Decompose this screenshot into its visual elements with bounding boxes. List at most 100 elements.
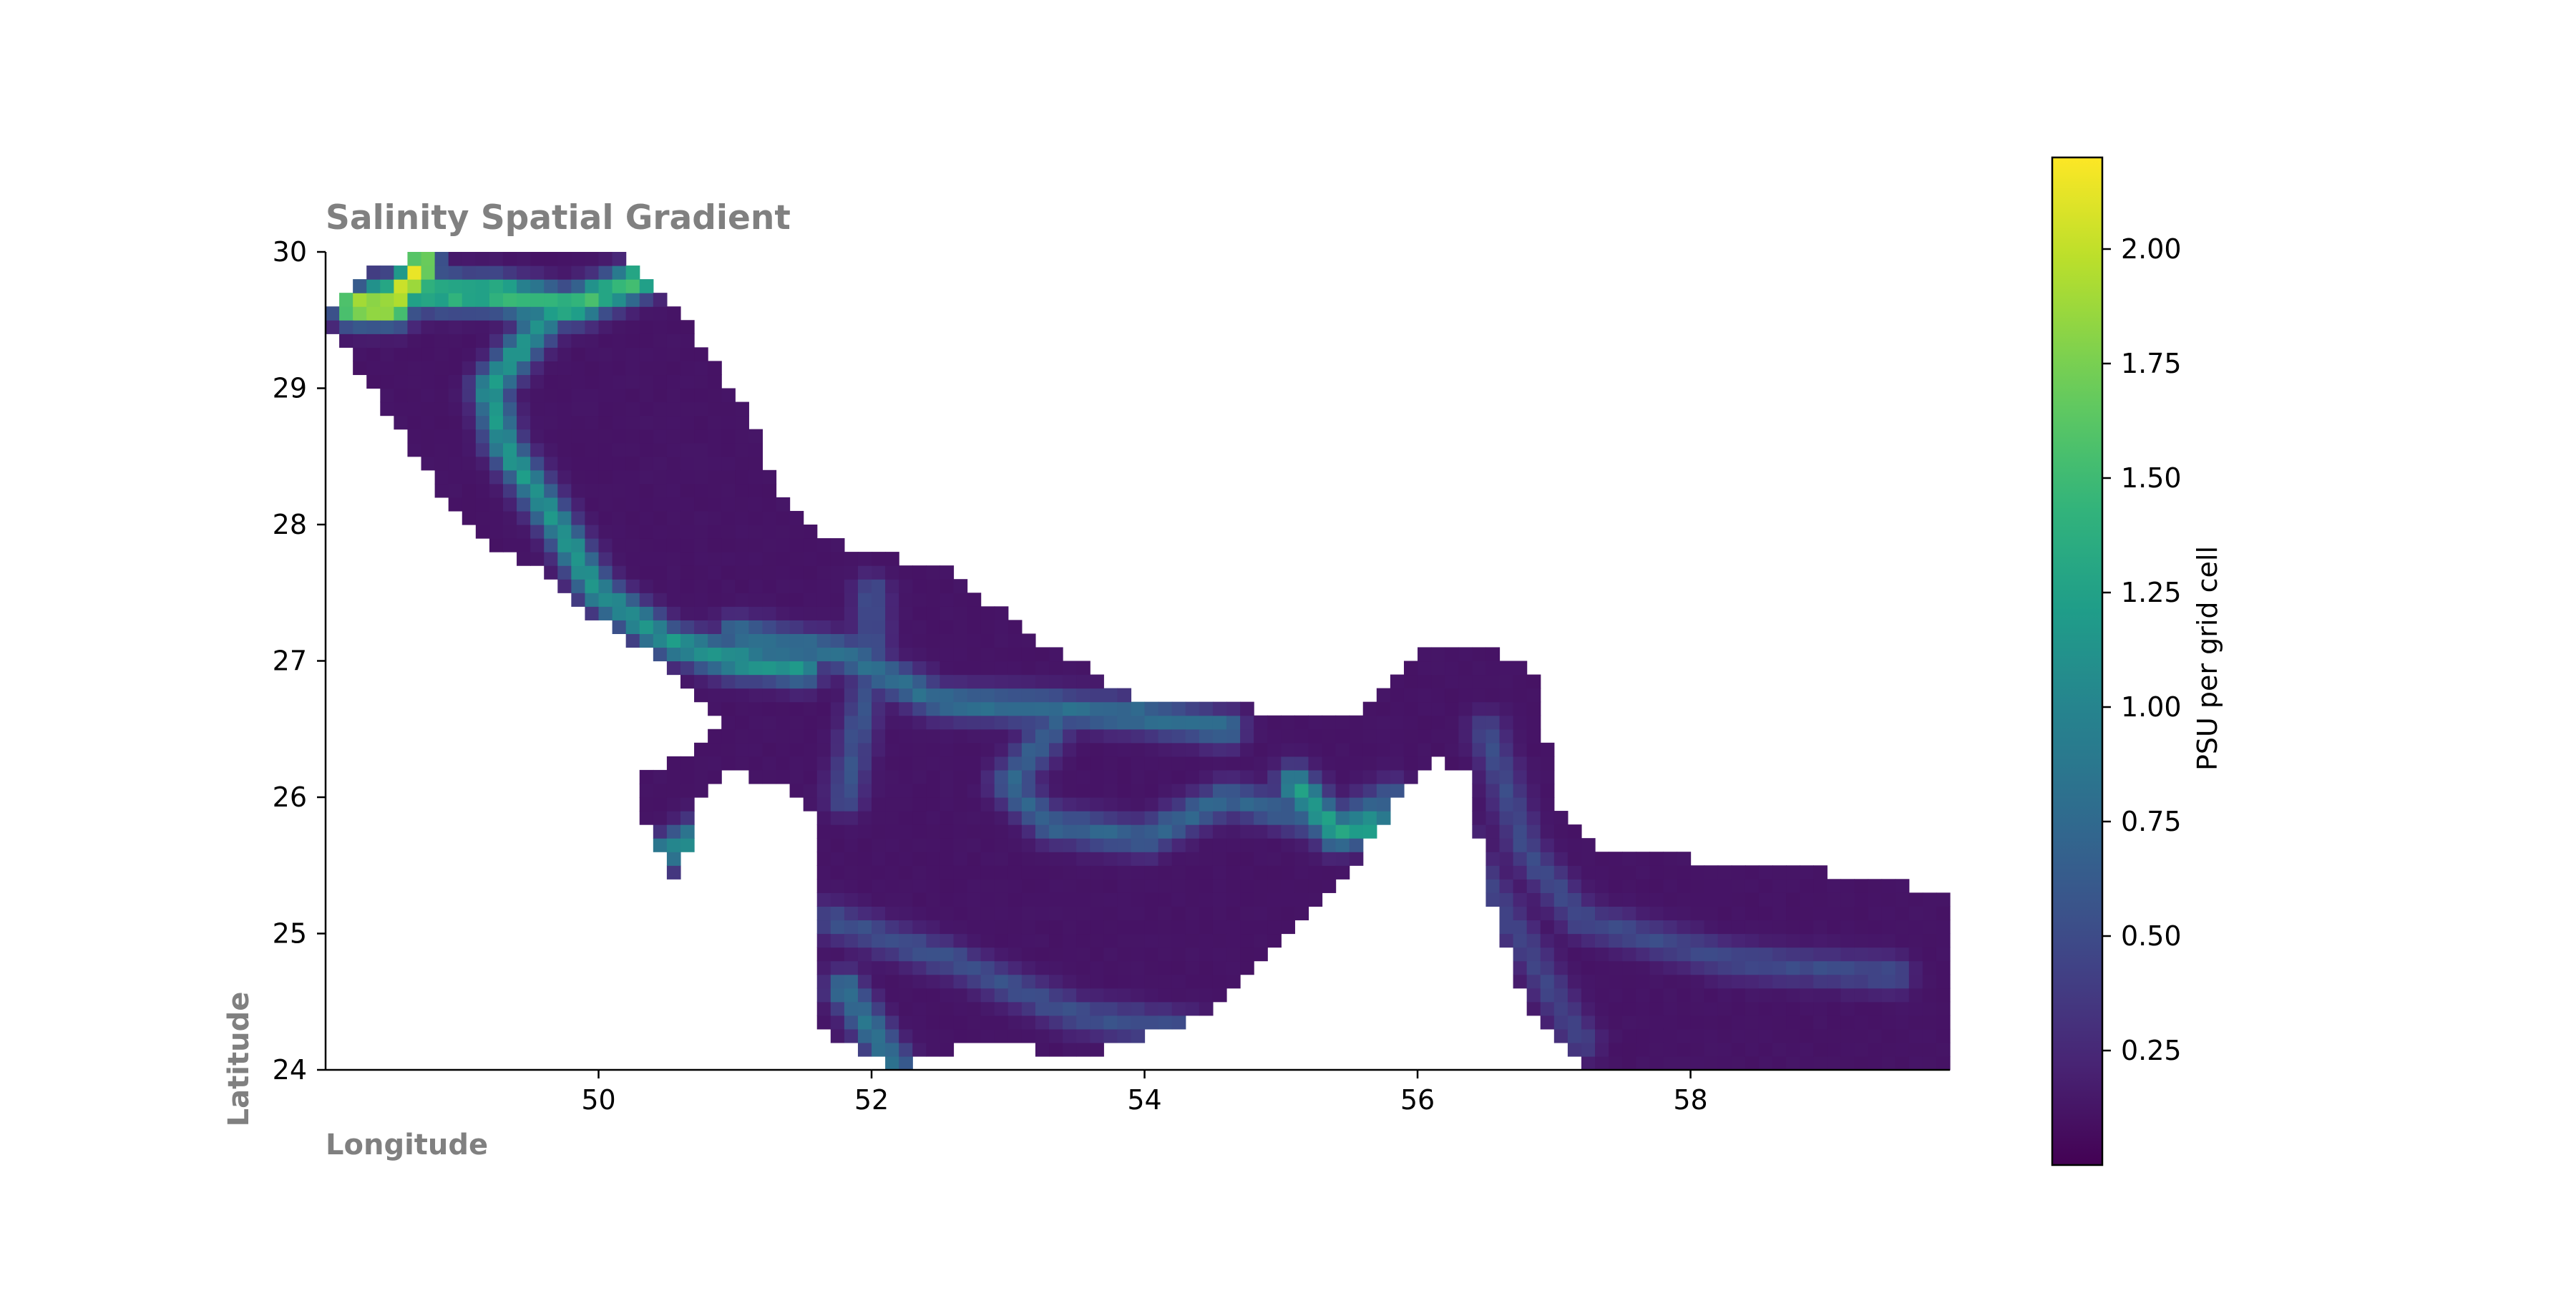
- heatmap-cell: [1294, 797, 1309, 812]
- heatmap-cell: [912, 661, 927, 676]
- heatmap-cell: [1772, 906, 1787, 921]
- heatmap-cell: [1008, 715, 1023, 730]
- heatmap-cell: [1717, 1056, 1732, 1071]
- heatmap-cell: [598, 538, 613, 552]
- heatmap-cell: [762, 538, 777, 552]
- heatmap-cell: [1663, 1042, 1678, 1057]
- heatmap-cell: [721, 579, 736, 593]
- heatmap-cell: [1308, 797, 1323, 812]
- heatmap-cell: [899, 824, 913, 839]
- heatmap-cell: [489, 361, 504, 376]
- heatmap-cell: [653, 769, 668, 784]
- heatmap-cell: [1472, 729, 1487, 744]
- heatmap-cell: [872, 579, 886, 593]
- heatmap-cell: [1813, 906, 1828, 921]
- heatmap-cell: [1704, 906, 1719, 921]
- heatmap-cell: [625, 306, 640, 321]
- heatmap-cell: [1403, 729, 1418, 744]
- heatmap-cell: [1212, 974, 1227, 989]
- heatmap-cell: [1704, 988, 1719, 1003]
- heatmap-cell: [1636, 947, 1650, 962]
- heatmap-cell: [680, 388, 695, 403]
- heatmap-cell: [1035, 974, 1050, 989]
- heatmap-cell: [394, 388, 409, 403]
- heatmap-cell: [735, 756, 749, 771]
- heatmap-cell: [694, 688, 708, 703]
- heatmap-cell: [585, 510, 600, 525]
- heatmap-cell: [1690, 1028, 1705, 1043]
- heatmap-cell: [816, 715, 831, 730]
- heatmap-cell: [1281, 906, 1295, 921]
- heatmap-cell: [612, 593, 627, 607]
- heatmap-cell: [967, 892, 982, 907]
- heatmap-cell: [530, 525, 545, 539]
- heatmap-cell: [1117, 865, 1132, 880]
- heatmap-cell: [735, 483, 749, 498]
- colorbar-ticks: 0.250.500.751.001.251.501.752.00: [2102, 233, 2182, 1066]
- heatmap-cell: [994, 933, 1009, 948]
- heatmap-cell: [1254, 920, 1268, 935]
- heatmap-cell: [789, 661, 804, 676]
- heatmap-cell: [1445, 715, 1459, 730]
- heatmap-cell: [735, 456, 749, 471]
- heatmap-cell: [844, 892, 859, 907]
- heatmap-cell: [967, 674, 982, 689]
- heatmap-cell: [1431, 715, 1445, 730]
- heatmap-cell: [830, 688, 845, 703]
- heatmap-cell: [680, 838, 695, 852]
- heatmap-cell: [1035, 852, 1050, 866]
- heatmap-cell: [762, 729, 777, 744]
- heatmap-cell: [1103, 1028, 1118, 1043]
- heatmap-cell: [735, 647, 749, 662]
- heatmap-cell: [885, 892, 899, 907]
- heatmap-cell: [1731, 960, 1746, 975]
- heatmap-cell: [735, 538, 749, 552]
- heatmap-cell: [1868, 1015, 1883, 1030]
- heatmap-cell: [885, 688, 899, 703]
- heatmap-cell: [1021, 824, 1036, 839]
- heatmap-cell: [872, 742, 886, 757]
- heatmap-cell: [1171, 756, 1186, 771]
- heatmap-cell: [1553, 824, 1568, 839]
- heatmap-cell: [789, 647, 804, 662]
- heatmap-cell: [1581, 1001, 1596, 1016]
- heatmap-cell: [1076, 906, 1091, 921]
- heatmap-cell: [735, 742, 749, 757]
- heatmap-cell: [912, 701, 927, 716]
- heatmap-cell: [380, 279, 394, 293]
- heatmap-cell: [1690, 879, 1705, 893]
- heatmap-cell: [1117, 947, 1132, 962]
- heatmap-cell: [1063, 947, 1077, 962]
- heatmap-cell: [1731, 1028, 1746, 1043]
- heatmap-cell: [1117, 701, 1132, 716]
- heatmap-cell: [462, 497, 477, 512]
- heatmap-cell: [666, 797, 681, 812]
- heatmap-cell: [394, 333, 409, 348]
- heatmap-cell: [475, 279, 490, 293]
- heatmap-cell: [1390, 756, 1405, 771]
- heatmap-cell: [912, 1001, 927, 1016]
- heatmap-cell: [639, 783, 654, 798]
- heatmap-cell: [434, 320, 449, 334]
- heatmap-cell: [1622, 960, 1636, 975]
- heatmap-cell: [940, 729, 955, 744]
- heatmap-cell: [612, 415, 627, 430]
- heatmap-cell: [1581, 892, 1596, 907]
- heatmap-cell: [1472, 661, 1487, 676]
- y-tick-label: 26: [273, 781, 307, 813]
- heatmap-cell: [366, 320, 381, 334]
- heatmap-cell: [1035, 811, 1050, 825]
- heatmap-cell: [1185, 879, 1200, 893]
- heatmap-cell: [598, 429, 613, 444]
- heatmap-cell: [1786, 1042, 1800, 1057]
- heatmap-cell: [762, 497, 777, 512]
- heatmap-cell: [857, 715, 872, 730]
- heatmap-cell: [1294, 769, 1309, 784]
- heatmap-cell: [940, 756, 955, 771]
- heatmap-cell: [1663, 1015, 1678, 1030]
- heatmap-cell: [530, 401, 545, 416]
- heatmap-cell: [1581, 906, 1596, 921]
- heatmap-cell: [517, 510, 531, 525]
- heatmap-cell: [1526, 783, 1541, 798]
- heatmap-cell: [735, 620, 749, 634]
